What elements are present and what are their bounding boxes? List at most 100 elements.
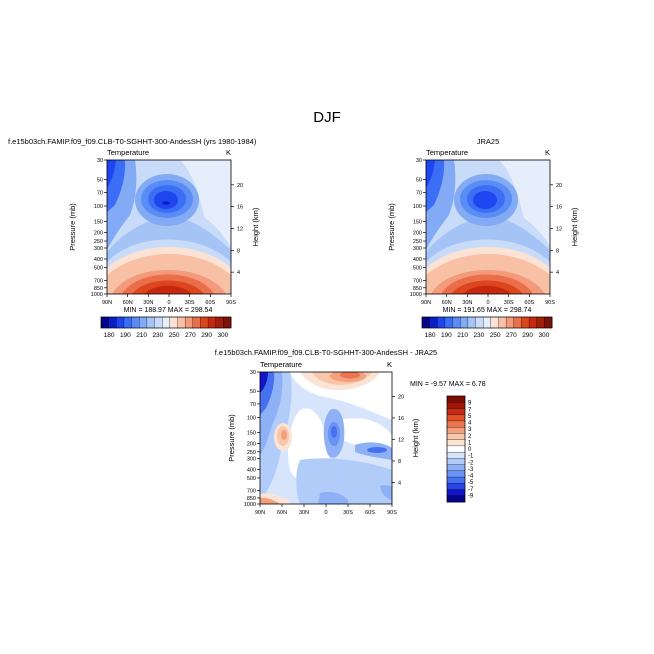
- y-tick-label: 250: [413, 239, 422, 245]
- colorbar-label: 270: [506, 332, 517, 339]
- colorbar-label: 0: [468, 447, 472, 453]
- colorbar-label: 1: [468, 440, 472, 446]
- colorbar-label: 9: [468, 401, 472, 407]
- colorbar-swatch: [446, 483, 466, 490]
- x-tick-label: 30N: [299, 510, 309, 516]
- colorbar-swatch: [521, 316, 530, 329]
- colorbar-swatch: [528, 316, 538, 329]
- y-tick-label: 1000: [410, 292, 422, 298]
- y-tick-label: 30: [97, 158, 103, 164]
- colorbar-swatch: [446, 408, 466, 416]
- x-tick-label: 60N: [123, 300, 133, 306]
- panel-diff-units: K: [387, 360, 392, 369]
- panel-obs-y2label: Height (km): [570, 207, 579, 246]
- x-tick-label: 60N: [442, 300, 452, 306]
- colorbar-swatch: [177, 316, 186, 329]
- y-tick-label: 200: [247, 441, 256, 447]
- panel-diff: f.e15b03ch.FAMIP.f09_f09.CLB-T0-SGHHT-30…: [215, 348, 486, 516]
- y-tick-label: 150: [413, 220, 422, 226]
- y-tick-label: 500: [247, 476, 256, 482]
- colorbar-label: -3: [468, 467, 474, 473]
- colorbar-swatch: [437, 316, 446, 329]
- y2-tick-label: 8: [556, 248, 559, 254]
- y2-tick-label: 12: [556, 226, 562, 232]
- panel-model-ylabel: Pressure (mb): [68, 203, 77, 251]
- y-tick-label: 500: [94, 266, 103, 272]
- colorbar-swatch: [162, 316, 171, 329]
- y-tick-label: 500: [413, 266, 422, 272]
- colorbar-swatch: [131, 316, 140, 329]
- x-tick-label: 30N: [462, 300, 472, 306]
- x-tick-label: 0: [324, 510, 327, 516]
- colorbar-swatch: [483, 316, 492, 329]
- colorbar-swatch: [446, 458, 466, 465]
- colorbar-label: 190: [120, 332, 131, 339]
- colorbar-swatch: [446, 395, 466, 403]
- panel-diff-subtitle: Temperature: [260, 360, 302, 369]
- y2-tick-label: 8: [398, 459, 401, 465]
- panel-diff-y2label: Height (km): [411, 418, 420, 457]
- x-tick-label: 30S: [185, 300, 195, 306]
- panel-diff-title: f.e15b03ch.FAMIP.f09_f09.CLB-T0-SGHHT-30…: [215, 348, 437, 357]
- colorbar-swatch: [505, 316, 515, 329]
- colorbar-label: 250: [490, 332, 501, 339]
- colorbar-label: -7: [468, 487, 474, 493]
- y2-tick-label: 20: [398, 394, 404, 400]
- colorbar-swatch: [200, 316, 209, 329]
- colorbar-swatch: [446, 464, 466, 472]
- colorbar-swatch: [207, 316, 217, 329]
- colorbar-swatch: [490, 316, 499, 329]
- colorbar-label: 290: [522, 332, 533, 339]
- y2-tick-label: 16: [556, 205, 562, 211]
- y-tick-label: 70: [97, 190, 103, 196]
- figure-title: DJF: [313, 109, 341, 126]
- colorbar-swatch: [446, 402, 466, 409]
- x-tick-label: 30N: [143, 300, 153, 306]
- panel-obs-ylabel: Pressure (mb): [387, 203, 396, 251]
- panel-diff-stats: MIN = -9.57 MAX = 6.78: [410, 381, 486, 388]
- colorbar-swatch: [460, 316, 469, 329]
- colorbar-label: -1: [468, 454, 474, 460]
- x-tick-label: 60S: [524, 300, 534, 306]
- x-tick-label: 90S: [226, 300, 236, 306]
- colorbar-label: -4: [468, 474, 474, 480]
- panel-obs-units: K: [545, 148, 550, 157]
- panel-model-stats: MIN = 188.97 MAX = 298.54: [124, 307, 213, 314]
- colorbar-label: 270: [185, 332, 196, 339]
- colorbar-swatch: [192, 316, 201, 329]
- colorbar-swatch: [429, 316, 438, 329]
- panel-diff-contours: [260, 372, 392, 504]
- y-tick-label: 700: [413, 278, 422, 284]
- panel-obs: JRA25 Temperature K 90N 60N 30N 0 30S 60S 90S 3…: [387, 137, 579, 339]
- colorbar-label: -5: [468, 480, 474, 486]
- colorbar-swatch: [446, 427, 466, 434]
- colorbar-swatch: [444, 316, 453, 329]
- panel-model-contours: [107, 160, 231, 294]
- colorbar-swatch: [544, 316, 553, 329]
- panel-obs-subtitle: Temperature: [426, 148, 468, 157]
- colorbar-swatch: [139, 316, 148, 329]
- colorbar-label: 180: [104, 332, 115, 339]
- panel-model: f.e15b03ch.FAMIP.f09_f09.CLB-T0-SGHHT-30…: [8, 137, 260, 339]
- colorbar-label: -2: [468, 460, 474, 466]
- y2-tick-label: 4: [398, 480, 401, 486]
- x-tick-label: 90N: [102, 300, 112, 306]
- y-tick-label: 250: [247, 450, 256, 456]
- colorbar-swatch: [446, 445, 466, 453]
- colorbar-label: 230: [473, 332, 484, 339]
- colorbar-swatch: [446, 439, 466, 447]
- y-tick-label: 100: [247, 415, 256, 421]
- colorbar-swatch: [467, 316, 476, 329]
- colorbar-label: 2: [468, 434, 472, 440]
- colorbar-swatch: [169, 316, 178, 329]
- colorbar-swatch: [146, 316, 155, 329]
- panel-obs-stats: MIN = 191.65 MAX = 298.74: [443, 307, 532, 314]
- y-tick-label: 300: [94, 246, 103, 252]
- y-tick-label: 700: [94, 278, 103, 284]
- y-tick-label: 850: [413, 286, 422, 292]
- panel-diff-ylabel: Pressure (mb): [227, 414, 236, 462]
- colorbar-label: 210: [457, 332, 468, 339]
- y-tick-label: 1000: [91, 292, 103, 298]
- y2-tick-label: 20: [556, 183, 562, 189]
